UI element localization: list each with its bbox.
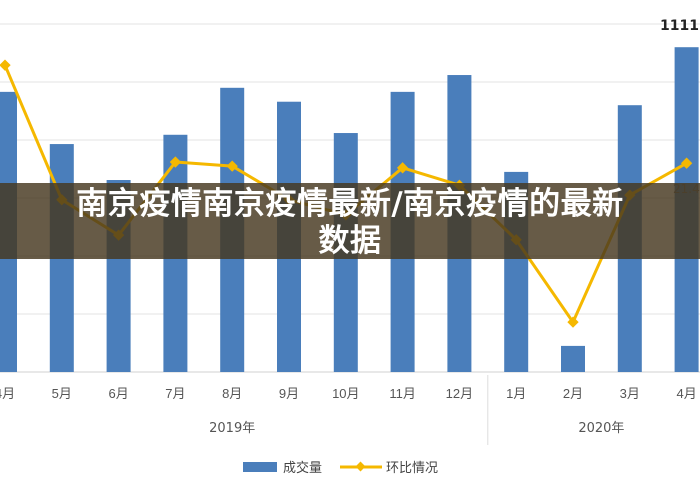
x-tick-label: 2月 <box>563 386 583 401</box>
x-tick-label: 6月 <box>108 386 128 401</box>
x-tick-label: 10月 <box>332 386 359 401</box>
line-point-10 <box>567 316 579 328</box>
line-point-3 <box>169 156 182 168</box>
x-tick-label: 9月 <box>279 386 299 401</box>
x-tick-label: 7月 <box>165 386 185 401</box>
banner-line-1: 南京疫情南京疫情最新/南京疫情的最新 <box>76 186 624 222</box>
year-label: 2019年 <box>209 421 255 436</box>
x-tick-label: 4月 <box>676 386 696 401</box>
line-point-12 <box>680 157 693 169</box>
banner-title: 南京疫情南京疫情最新/南京疫情的最新 数据 <box>0 186 700 260</box>
x-tick-label: 4月 <box>0 386 15 401</box>
x-tick-label: 1月 <box>506 386 526 401</box>
line-point-7 <box>396 162 409 174</box>
x-tick-label: 8月 <box>222 386 242 401</box>
bar-10 <box>561 345 585 372</box>
data-label: 1111 <box>660 18 699 34</box>
legend-label-line: 环比情况 <box>386 461 438 476</box>
year-label: 2020年 <box>578 421 624 436</box>
x-tick-label: 3月 <box>620 386 640 401</box>
line-point-4 <box>226 160 238 172</box>
legend-bar-swatch <box>243 462 277 472</box>
x-tick-label: 5月 <box>52 386 72 401</box>
legend-label-bar: 成交量 <box>283 460 322 476</box>
x-tick-label: 11月 <box>389 386 416 401</box>
banner-line-2: 数据 <box>318 223 382 259</box>
x-tick-label: 12月 <box>446 386 473 401</box>
legend-line-marker <box>355 461 366 472</box>
line-point-0 <box>0 59 11 71</box>
title-banner <box>0 183 700 259</box>
